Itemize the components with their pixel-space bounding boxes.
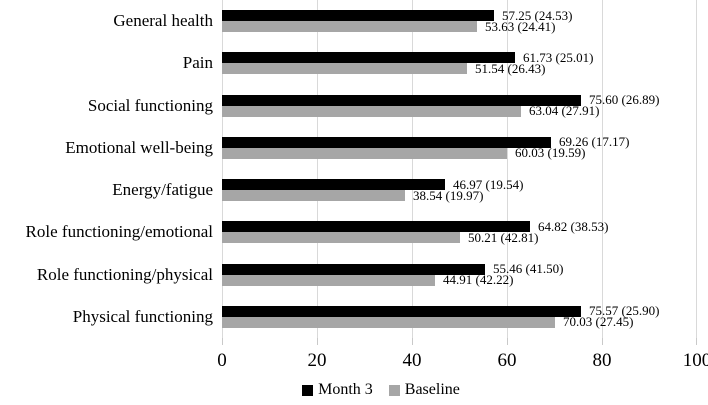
legend-swatch-month3-icon — [302, 384, 314, 396]
bar-value-label: 50.21 (42.81) — [468, 229, 539, 245]
category-label: Role functioning/emotional — [25, 222, 213, 242]
bar-month3 — [222, 305, 581, 317]
legend: Month 3 Baseline — [27, 380, 708, 400]
bar-month3 — [222, 179, 445, 191]
bar-baseline — [222, 274, 435, 286]
category-label: Emotional well-being — [65, 137, 213, 157]
x-tick-label: 80 — [592, 350, 612, 371]
bar-value-label: 63.04 (27.91) — [529, 103, 600, 119]
bar-value-label: 75.57 (25.90) — [589, 303, 660, 319]
bar-month3 — [222, 221, 530, 233]
gridline — [507, 0, 508, 338]
gridline — [412, 0, 413, 338]
legend-item-baseline: Baseline — [388, 380, 460, 400]
x-axis-tick — [222, 338, 223, 345]
x-tick-label: 20 — [307, 350, 327, 371]
x-axis-tick — [696, 338, 697, 345]
bar-value-label: 46.97 (19.54) — [453, 176, 524, 192]
gridline — [602, 0, 603, 338]
x-axis-tick — [317, 338, 318, 345]
category-label: Pain — [182, 53, 213, 73]
bar-value-label: 44.91 (42.22) — [443, 272, 514, 288]
bar-baseline — [222, 147, 507, 159]
gridline — [317, 0, 318, 338]
bar-baseline — [222, 21, 477, 33]
bar-baseline — [222, 316, 555, 328]
plot-area: 57.25 (24.53) 53.63 (24.41) 61.73 (25.01) 5… — [222, 0, 697, 338]
bar-value-label: 53.63 (24.41) — [485, 18, 556, 34]
bar-value-label: 70.03 (27.45) — [563, 314, 634, 330]
x-axis-tick — [507, 338, 508, 345]
bar-value-label: 38.54 (19.97) — [413, 187, 484, 203]
bar-value-label: 55.46 (41.50) — [493, 261, 564, 277]
bar-month3 — [222, 52, 515, 64]
legend-label-month3: Month 3 — [318, 381, 373, 398]
x-axis-tick — [412, 338, 413, 345]
bar-baseline — [222, 105, 521, 117]
bar-month3 — [222, 136, 551, 148]
bar-value-label: 51.54 (26.43) — [475, 60, 546, 76]
bar-value-label: 57.25 (24.53) — [502, 7, 573, 23]
bar-value-label: 64.82 (38.53) — [538, 218, 609, 234]
category-label: Physical functioning — [72, 306, 213, 326]
x-tick-label: 0 — [217, 350, 227, 371]
category-label: Role functioning/physical — [36, 264, 213, 284]
gridline — [696, 0, 697, 338]
bar-baseline — [222, 232, 460, 244]
bar-value-label: 60.03 (19.59) — [515, 145, 586, 161]
bar-value-label: 61.73 (25.01) — [523, 49, 594, 65]
category-label: General health — [113, 11, 213, 31]
bar-month3 — [222, 263, 485, 275]
x-axis-tick — [602, 338, 603, 345]
bar-baseline — [222, 63, 467, 75]
bar-baseline — [222, 190, 405, 202]
legend-label-baseline: Baseline — [404, 381, 460, 398]
x-tick-label: 60 — [497, 350, 517, 371]
gridline — [222, 0, 223, 338]
bar-month3 — [222, 94, 581, 106]
category-label: Social functioning — [87, 95, 213, 115]
category-label: Energy/fatigue — [112, 180, 213, 200]
legend-item-month3: Month 3 — [302, 380, 373, 400]
x-tick-label: 40 — [402, 350, 422, 371]
bar-month3 — [222, 10, 494, 22]
bar-value-label: 69.26 (17.17) — [559, 134, 630, 150]
bar-value-label: 75.60 (26.89) — [589, 92, 660, 108]
legend-swatch-baseline-icon — [388, 384, 400, 396]
x-tick-label: 100 — [682, 350, 708, 371]
